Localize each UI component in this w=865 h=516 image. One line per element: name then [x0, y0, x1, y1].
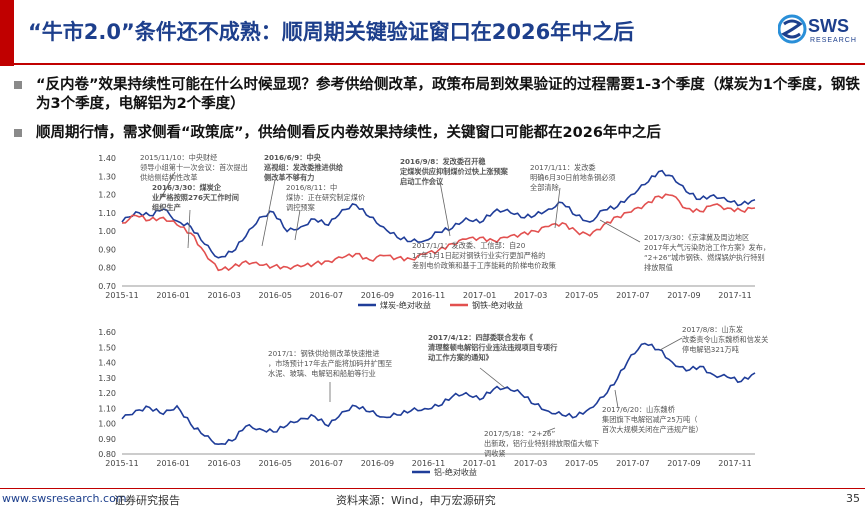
- series-line-0: [121, 342, 756, 446]
- page-title: “牛市2.0”条件还不成熟：顺周期关键验证窗口在2026年中之后: [28, 20, 635, 44]
- x-tick-label: 2016-09: [361, 459, 394, 468]
- x-tick-label: 2017-07: [616, 291, 649, 300]
- bullet-1-text: “反内卷”效果持续性可能在什么时候显现？参考供给侧改革，政策布局到效果验证的过程…: [36, 77, 860, 112]
- x-tick-label: 2016-11: [412, 291, 445, 300]
- y-tick-label: 0.80: [98, 450, 116, 459]
- annotation-text: 2016/9/8：发改委召开稳定煤炭供应抑制煤价过快上涨预案启动工作会议: [399, 157, 509, 186]
- y-tick-label: 1.00: [98, 420, 116, 429]
- annotation-text: 2017/3/30：《京津冀及周边地区 2017年大气污染防治工作方案》发布，“2…: [644, 233, 770, 272]
- series-line-0: [121, 169, 756, 259]
- x-tick-label: 2016-09: [361, 291, 394, 300]
- x-tick-label: 2016-03: [207, 459, 240, 468]
- y-tick-label: 1.10: [98, 404, 116, 413]
- x-tick-label: 2016-03: [207, 291, 240, 300]
- annotation-text: 2017/4/12：四部委联合发布《清理整顿电解铝行业违法违规项目专项行动工作方…: [428, 333, 558, 362]
- logo-subtext: RESEARCH: [810, 37, 857, 44]
- x-tick-label: 2016-07: [310, 291, 343, 300]
- sws-logo: SWS RESEARCH: [777, 12, 858, 52]
- annotation-text: 2017/1/11：发改委明确6月30日前地条钢必须全部清除: [530, 163, 616, 192]
- footer-url: www.swsresearch.com: [2, 492, 127, 505]
- y-tick-label: 1.40: [98, 359, 116, 368]
- annotation-arrow: [479, 367, 506, 389]
- annotation-arrow: [659, 337, 683, 351]
- annotation-arrow: [187, 209, 191, 249]
- x-tick-label: 2017-05: [565, 459, 598, 468]
- y-tick-label: 0.90: [98, 245, 116, 254]
- x-tick-label: 2016-01: [156, 291, 189, 300]
- x-tick-label: 2017-09: [667, 291, 700, 300]
- y-tick-label: 1.10: [98, 209, 116, 218]
- annotation-text: 2016/6/9：中央巡视组：发改委推进供给侧改革不够有力: [263, 153, 344, 182]
- annotation-text: 2016/8/11：中煤协：正在研究制定煤价调控预案: [286, 183, 365, 212]
- y-tick-label: 0.90: [98, 435, 116, 444]
- x-tick-label: 2016-05: [259, 459, 292, 468]
- x-tick-label: 2015-11: [105, 459, 138, 468]
- page-number: 35: [846, 492, 860, 505]
- x-tick-label: 2017-05: [565, 291, 598, 300]
- y-tick-label: 0.80: [98, 264, 116, 273]
- x-tick-label: 2016-05: [259, 291, 292, 300]
- annotation-text: 2017/1：钢铁供给侧改革快速推进，市场预计17年去产能将加码并扩围至水泥、玻…: [268, 349, 392, 378]
- annotation-text: 2017/5/18：“2+26”出新政，铝行业特别排放限值大幅下调收紧: [484, 429, 599, 458]
- y-tick-label: 1.30: [98, 172, 116, 181]
- y-tick-label: 1.40: [98, 154, 116, 163]
- header-divider: [14, 63, 865, 65]
- x-tick-label: 2016-01: [156, 459, 189, 468]
- legend-label: 铝-绝对收益: [434, 467, 477, 477]
- aluminum-chart: 1.60 1.50 1.40 1.30 1.20 1.10 1.00 0.90 0.802015…: [98, 325, 768, 477]
- logo-mark-icon: [777, 14, 807, 44]
- footer-report: 证券研究报告: [114, 494, 180, 507]
- x-tick-label: 2017-11: [718, 291, 751, 300]
- bullet-square-icon: [14, 81, 22, 89]
- series-line-1: [121, 193, 756, 272]
- x-tick-label: 2017-09: [667, 459, 700, 468]
- x-tick-label: 2017-01: [463, 291, 496, 300]
- x-tick-label: 2015-11: [105, 291, 138, 300]
- header-accent: [0, 0, 14, 66]
- annotation-text: 2016/3/30：煤炭企业严格按照276天工作时间组织生产: [152, 183, 239, 212]
- header-bar: “牛市2.0”条件还不成熟：顺周期关键验证窗口在2026年中之后 SWS RES…: [0, 0, 865, 66]
- x-tick-label: 2016-07: [310, 459, 343, 468]
- annotation-arrow: [544, 427, 556, 433]
- y-tick-label: 1.60: [98, 328, 116, 337]
- bullet-2-text: 顺周期行情，需求侧看“政策底”，供给侧看反内卷效果持续性，关键窗口可能都在202…: [36, 125, 661, 141]
- y-tick-label: 1.20: [98, 389, 116, 398]
- annotation-arrow: [554, 187, 561, 229]
- y-tick-label: 0.70: [98, 282, 116, 291]
- bullet-square-icon: [14, 129, 22, 137]
- y-tick-label: 1.00: [98, 227, 116, 236]
- x-tick-label: 2016-11: [412, 459, 445, 468]
- x-tick-label: 2017-01: [463, 459, 496, 468]
- logo-text: SWS: [808, 16, 850, 36]
- annotation-arrow: [261, 179, 276, 247]
- annotation-arrow: [439, 181, 451, 237]
- footer-source: 资料来源：Wind，申万宏源研究: [336, 494, 496, 507]
- x-tick-label: 2017-07: [616, 459, 649, 468]
- footer-divider: [0, 488, 865, 489]
- annotation-text: 2017/8/8：山东发改委责令山东魏桥和信发关停电解铝321万吨: [682, 325, 768, 354]
- legend-label: 钢铁-绝对收益: [472, 300, 523, 310]
- x-tick-label: 2017-03: [514, 291, 547, 300]
- annotation-text: 2015/11/10：中央财经领导小组第十一次会议：首次提出供给侧结构性改革: [140, 153, 248, 182]
- annotation-arrow: [614, 389, 619, 409]
- x-tick-label: 2017-11: [718, 459, 751, 468]
- annotation-arrow: [294, 209, 301, 241]
- legend-label: 煤炭-绝对收益: [380, 300, 431, 310]
- annotation-arrow: [599, 219, 641, 243]
- y-tick-label: 1.20: [98, 191, 116, 200]
- y-tick-label: 1.30: [98, 374, 116, 383]
- x-tick-label: 2017-03: [514, 459, 547, 468]
- annotation-text: 2017/1/1：发改委、工信部：自20 17年1月1日起对钢铁行业实行更加严格的…: [412, 241, 556, 270]
- annotation-text: 2017/6/20：山东魏桥集团旗下电解铝减产25万吨（首次大规模关闭在产违规产…: [602, 405, 703, 434]
- annotation-arrow: [159, 171, 176, 201]
- y-tick-label: 1.50: [98, 343, 116, 352]
